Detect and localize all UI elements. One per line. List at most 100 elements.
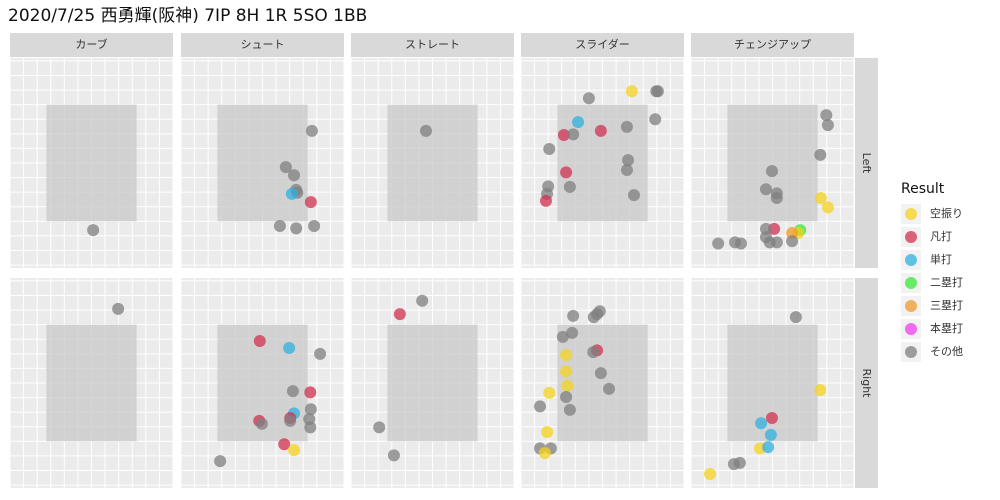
point: [620, 120, 633, 133]
point: [622, 154, 635, 167]
point: [286, 385, 299, 398]
point: [304, 196, 317, 209]
point: [566, 326, 579, 339]
strike-zone: [557, 104, 648, 222]
point: [560, 391, 573, 403]
strip: [855, 278, 878, 488]
strike-zone: [46, 104, 137, 222]
point: [304, 386, 317, 399]
legend-symbol: [905, 277, 917, 289]
strike-zone: [46, 324, 137, 442]
point: [587, 311, 600, 324]
strip: [351, 33, 514, 57]
point: [273, 220, 286, 232]
legend-label: 本塁打: [930, 321, 963, 335]
point: [762, 441, 775, 454]
strip-label: Left: [860, 153, 873, 174]
legend-title: Result: [901, 181, 945, 197]
point: [563, 403, 576, 416]
strike-zone: [387, 104, 478, 222]
point: [814, 148, 827, 161]
point: [582, 92, 595, 105]
point: [538, 447, 551, 459]
point: [821, 201, 834, 214]
point: [112, 302, 125, 315]
point: [704, 468, 717, 480]
point: [755, 417, 768, 430]
point: [727, 458, 740, 471]
strike-zone: [557, 324, 648, 442]
point: [541, 426, 554, 438]
point: [603, 382, 616, 395]
point: [539, 194, 552, 207]
strip-label: シュート: [241, 38, 285, 51]
point: [284, 414, 297, 427]
point: [560, 365, 573, 378]
point: [214, 455, 227, 468]
point: [305, 124, 318, 137]
point: [290, 222, 303, 235]
point: [278, 438, 291, 451]
point: [288, 169, 301, 182]
point: [734, 237, 747, 250]
point: [253, 335, 266, 347]
point: [419, 124, 432, 137]
point: [764, 428, 777, 441]
strip: [691, 33, 854, 57]
strip: [181, 33, 344, 57]
point: [625, 85, 638, 98]
point: [279, 161, 292, 174]
point: [572, 116, 585, 129]
strike-zone: [727, 104, 818, 222]
point: [594, 367, 607, 380]
point: [651, 85, 664, 98]
strip: [521, 33, 684, 57]
point: [712, 237, 725, 250]
point: [814, 384, 827, 396]
strip: [855, 58, 878, 268]
point: [560, 349, 573, 361]
point: [759, 183, 772, 196]
legend-symbol: [905, 323, 917, 335]
point: [620, 164, 633, 176]
point: [628, 189, 641, 202]
strip-label: ストレート: [405, 38, 460, 51]
point: [304, 403, 317, 416]
point: [786, 235, 799, 248]
legend-label: 三塁打: [930, 298, 963, 312]
legend-label: 凡打: [930, 229, 952, 243]
point: [587, 346, 600, 359]
point: [416, 294, 429, 307]
point: [563, 180, 576, 193]
legend-label: 単打: [930, 252, 952, 266]
point: [543, 143, 556, 155]
point: [303, 413, 316, 426]
point: [567, 128, 580, 141]
point: [285, 187, 298, 200]
legend-label: その他: [930, 345, 963, 358]
strike-zone: [387, 324, 478, 442]
point: [821, 119, 834, 132]
legend-symbol: [905, 346, 917, 358]
point: [567, 309, 580, 322]
point: [765, 412, 778, 424]
point: [308, 220, 321, 232]
strip: [10, 33, 173, 57]
point: [556, 330, 569, 343]
point: [288, 444, 301, 457]
point: [765, 165, 778, 178]
point: [314, 347, 327, 360]
point: [373, 421, 386, 434]
point: [561, 379, 574, 392]
legend-symbol: [905, 254, 917, 266]
point: [557, 129, 570, 141]
point: [820, 109, 833, 122]
point: [543, 386, 556, 399]
strike-zone: [217, 104, 308, 222]
point: [814, 192, 827, 204]
legend-symbol: [905, 300, 917, 312]
legend-symbol: [905, 231, 917, 243]
strip-label: カーブ: [75, 37, 107, 51]
point: [87, 224, 100, 237]
